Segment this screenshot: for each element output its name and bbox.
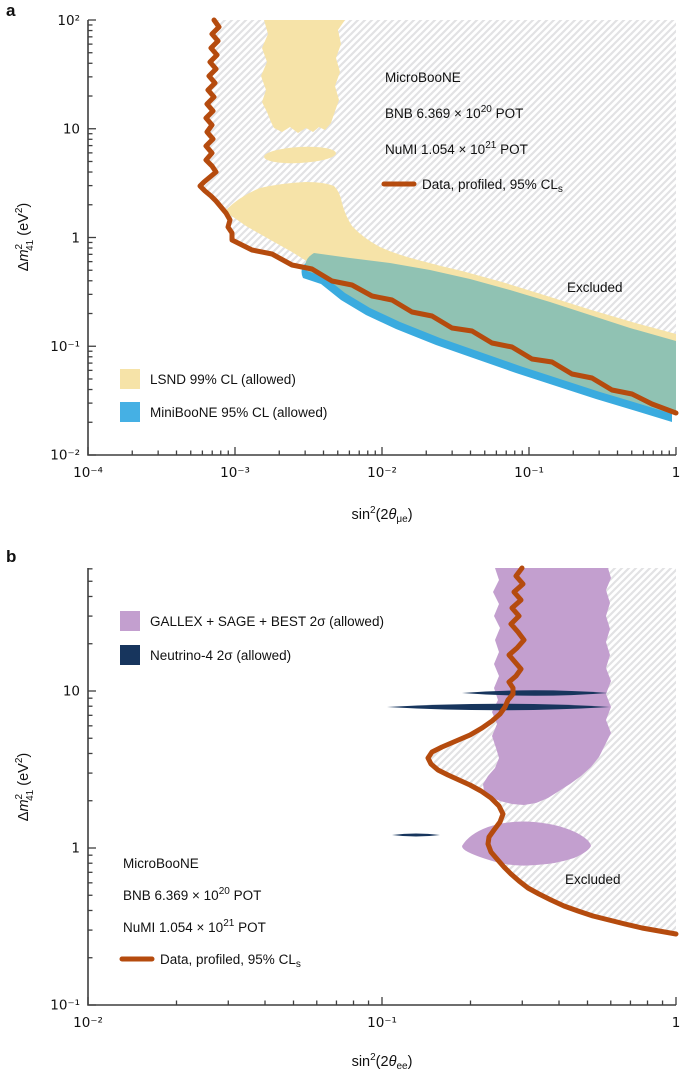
excluded-annotation-a: Excluded (567, 280, 623, 295)
lsnd-legend-swatch (120, 369, 140, 389)
y-axis-title-b: Δm241 (eV2) (14, 753, 36, 821)
neutrino4-legend-swatch (120, 645, 140, 665)
x-axis-ticks-b (87, 997, 677, 1005)
y-tick-label: 1 (71, 841, 80, 857)
excluded-annotation-b: Excluded (565, 872, 621, 887)
y-axis-ticks-a (88, 19, 96, 456)
panel-b-numi-pot: NuMI 1.054 × 1021 POT (123, 918, 266, 935)
neutrino4-island-3 (392, 833, 440, 837)
y-tick-label: 10⁻² (50, 448, 80, 464)
lsnd-legend-label: LSND 99% CL (allowed) (150, 372, 296, 387)
miniboone-legend-swatch (120, 402, 140, 422)
x-tick-label: 10⁻² (367, 465, 397, 481)
y-tick-label: 10 (63, 122, 80, 138)
lsnd-island (264, 146, 336, 164)
panel-a-bnb-pot: BNB 6.369 × 1020 POT (385, 104, 523, 121)
panel-a-title: MicroBooNE (385, 70, 461, 85)
panel-a-data-legend-label: Data, profiled, 95% CLs (422, 177, 563, 195)
miniboone-legend-label: MiniBooNE 95% CL (allowed) (150, 405, 327, 420)
y-tick-label: 10⁻¹ (50, 339, 80, 355)
panel-a-numi-pot: NuMI 1.054 × 1021 POT (385, 140, 528, 157)
panel-a: 10² 10 1 10⁻¹ 10⁻² 10⁻⁴ 10⁻³ 10⁻² 10⁻¹ 1… (6, 1, 680, 525)
neutrino4-legend-label: Neutrino-4 2σ (allowed) (150, 648, 291, 663)
data-contour-a (197, 17, 679, 416)
panel-b-letter: b (6, 547, 16, 566)
y-tick-label: 10² (57, 13, 80, 29)
x-tick-label: 10⁻³ (220, 465, 250, 481)
data-contour-b (425, 565, 679, 937)
x-axis-title-b: sin2(2θee) (352, 1052, 413, 1072)
panel-b-data-legend-label: Data, profiled, 95% CLs (160, 952, 301, 970)
x-tick-label: 10⁻⁴ (73, 465, 103, 481)
panel-a-letter: a (6, 1, 16, 20)
x-tick-label: 1 (672, 1015, 681, 1031)
y-tick-label: 10⁻¹ (50, 998, 80, 1014)
neutrino4-island-2 (387, 703, 610, 711)
lsnd-vertical-band (261, 20, 345, 133)
x-axis-title-a: sin2(2θμe) (351, 505, 412, 525)
y-axis-ticks-b (88, 568, 96, 1006)
x-axis-ticks-a (87, 447, 677, 455)
panel-b-bnb-pot: BNB 6.369 × 1020 POT (123, 886, 261, 903)
x-tick-label: 10⁻¹ (514, 465, 544, 481)
y-axis-title-a: Δm241 (eV2) (14, 203, 36, 271)
neutrino4-island-1 (462, 690, 608, 696)
x-tick-label: 10⁻¹ (367, 1015, 397, 1031)
panel-b-title: MicroBooNE (123, 856, 199, 871)
gallex-legend-label: GALLEX + SAGE + BEST 2σ (allowed) (150, 614, 384, 629)
y-tick-label: 1 (71, 231, 80, 247)
x-tick-label: 1 (672, 465, 681, 481)
y-tick-label: 10 (63, 684, 80, 700)
panel-b: 10 1 10⁻¹ 10⁻² 10⁻¹ 1 Δm241 (eV2) sin2(2… (6, 547, 680, 1072)
x-tick-label: 10⁻² (73, 1015, 103, 1031)
gallex-legend-swatch (120, 611, 140, 631)
